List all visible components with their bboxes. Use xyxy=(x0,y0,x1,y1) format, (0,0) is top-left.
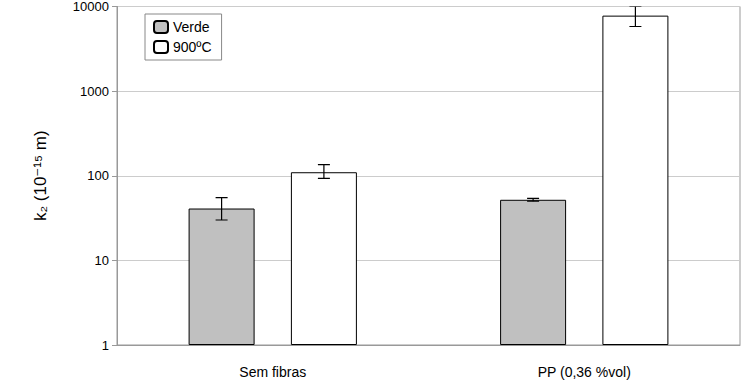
svg-text:k₂ (10⁻¹⁵ m): k₂ (10⁻¹⁵ m) xyxy=(31,130,50,221)
svg-text:1000: 1000 xyxy=(80,84,109,99)
svg-text:100: 100 xyxy=(87,168,109,183)
svg-text:PP (0,36 %vol): PP (0,36 %vol) xyxy=(538,364,631,380)
svg-text:Sem fibras: Sem fibras xyxy=(239,364,306,380)
svg-text:10000: 10000 xyxy=(73,0,109,14)
svg-text:1: 1 xyxy=(102,338,109,353)
svg-text:10: 10 xyxy=(95,253,109,268)
svg-text:Verde: Verde xyxy=(173,19,210,35)
svg-text:900ºC: 900ºC xyxy=(173,39,212,55)
